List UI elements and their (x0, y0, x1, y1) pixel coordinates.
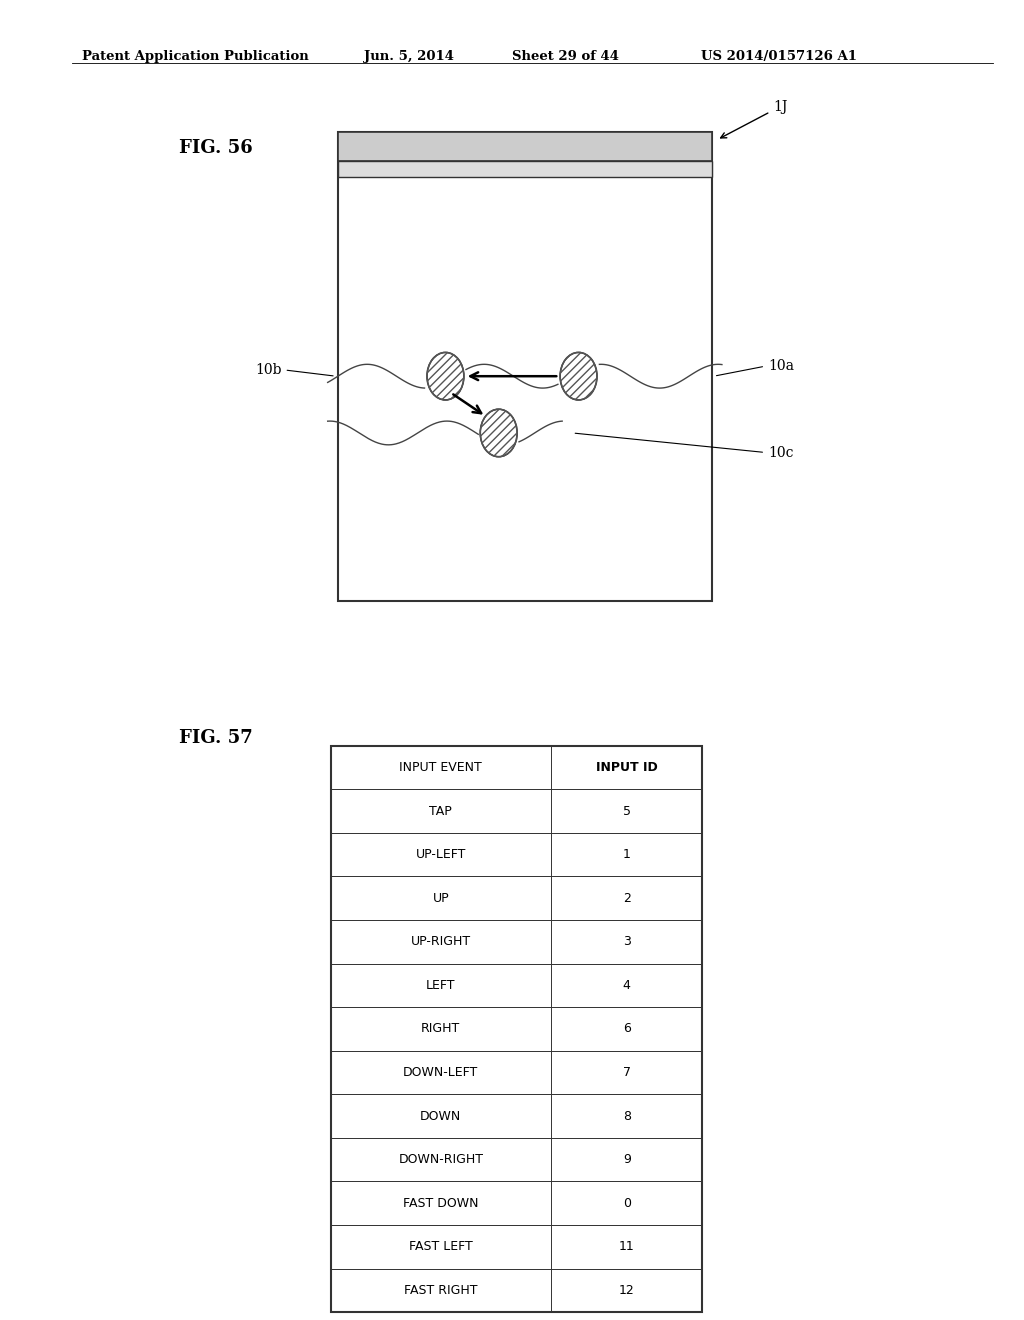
Bar (338, 161, 712, 177)
Bar (331, 1007, 702, 1051)
Bar (331, 964, 702, 1007)
Text: FAST DOWN: FAST DOWN (403, 1197, 478, 1209)
Text: 5: 5 (623, 805, 631, 817)
Text: 4: 4 (623, 979, 631, 991)
Text: Sheet 29 of 44: Sheet 29 of 44 (512, 50, 618, 63)
Text: 10a: 10a (717, 359, 794, 376)
Text: INPUT ID: INPUT ID (596, 762, 657, 774)
Text: UP: UP (432, 892, 450, 904)
Bar (338, 132, 712, 601)
Bar (331, 746, 702, 789)
Bar (331, 876, 702, 920)
Text: 2: 2 (623, 892, 631, 904)
Bar (331, 1094, 702, 1138)
Circle shape (560, 352, 597, 400)
Text: 10b: 10b (255, 363, 333, 376)
Text: FAST RIGHT: FAST RIGHT (404, 1284, 477, 1296)
Text: UP-LEFT: UP-LEFT (416, 849, 466, 861)
Text: DOWN: DOWN (420, 1110, 462, 1122)
Bar (331, 789, 702, 833)
Bar (331, 746, 702, 1312)
Text: TAP: TAP (429, 805, 453, 817)
Text: 1: 1 (623, 849, 631, 861)
Text: 3: 3 (623, 936, 631, 948)
Text: DOWN-LEFT: DOWN-LEFT (403, 1067, 478, 1078)
Text: 7: 7 (623, 1067, 631, 1078)
Text: INPUT EVENT: INPUT EVENT (399, 762, 482, 774)
Text: 8: 8 (623, 1110, 631, 1122)
Bar (331, 920, 702, 964)
Text: 0: 0 (623, 1197, 631, 1209)
Text: 6: 6 (623, 1023, 631, 1035)
Text: 10c: 10c (575, 433, 794, 459)
Text: Jun. 5, 2014: Jun. 5, 2014 (364, 50, 454, 63)
Text: 11: 11 (618, 1241, 635, 1253)
Text: FAST LEFT: FAST LEFT (409, 1241, 473, 1253)
Bar (338, 132, 712, 161)
Text: 1J: 1J (721, 99, 787, 137)
Text: 12: 12 (618, 1284, 635, 1296)
Text: 9: 9 (623, 1154, 631, 1166)
Text: FIG. 56: FIG. 56 (179, 139, 253, 157)
Text: RIGHT: RIGHT (421, 1023, 461, 1035)
Text: LEFT: LEFT (426, 979, 456, 991)
Text: UP-RIGHT: UP-RIGHT (411, 936, 471, 948)
Bar (331, 1181, 702, 1225)
Text: Patent Application Publication: Patent Application Publication (82, 50, 308, 63)
Bar (331, 1051, 702, 1094)
Bar (331, 1138, 702, 1181)
Bar (331, 1269, 702, 1312)
Bar (331, 833, 702, 876)
Text: US 2014/0157126 A1: US 2014/0157126 A1 (701, 50, 857, 63)
Bar (331, 1225, 702, 1269)
Text: DOWN-RIGHT: DOWN-RIGHT (398, 1154, 483, 1166)
Circle shape (480, 409, 517, 457)
Text: FIG. 57: FIG. 57 (179, 729, 253, 747)
Circle shape (427, 352, 464, 400)
